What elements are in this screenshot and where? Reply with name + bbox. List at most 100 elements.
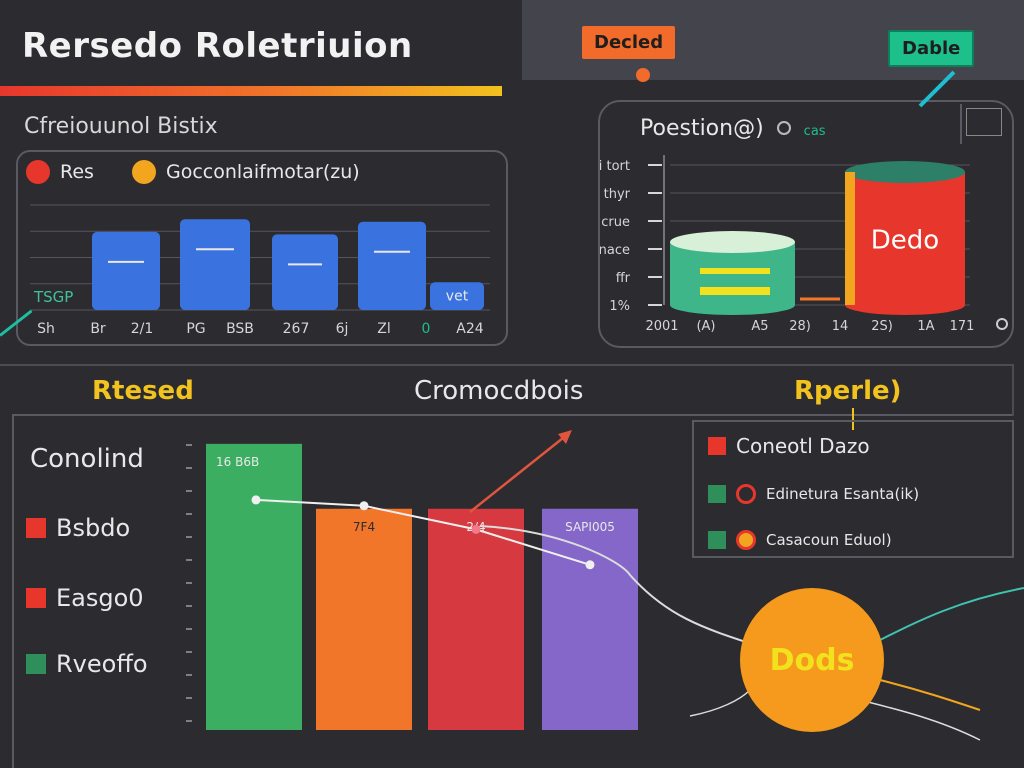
dot-orange-icon xyxy=(132,160,156,184)
right-legend-label: Coneotl Dazo xyxy=(736,434,870,458)
x-tick-label: 0 xyxy=(422,321,431,337)
flow-curves xyxy=(480,525,1024,741)
right-cylinder-chart: i tort thyr crue nace ffr 1% Dedo 2001 (A) A5 28… xyxy=(600,155,975,334)
bottom-frame-line xyxy=(12,414,1014,416)
bar[interactable] xyxy=(542,508,638,730)
trend-point[interactable] xyxy=(359,501,369,511)
cylinder-stripe xyxy=(700,268,770,274)
side-legend-item-2[interactable]: Easgo0 xyxy=(26,584,144,612)
side-legend-label: Rveoffo xyxy=(56,650,148,678)
dable-badge[interactable]: Dable xyxy=(888,30,975,67)
x-tick-label: A5 xyxy=(751,319,768,334)
y-label: crue xyxy=(601,215,630,230)
bottom-frame-left xyxy=(12,414,14,768)
x-tick-label: A24 xyxy=(456,321,483,337)
cylinder-bar[interactable]: Dedo xyxy=(845,161,965,315)
left-chart-panel xyxy=(16,150,508,346)
bar[interactable] xyxy=(272,234,338,310)
y-label: nace xyxy=(600,243,630,258)
cylinder-top xyxy=(670,231,795,253)
right-legend-item-1[interactable]: Coneotl Dazo xyxy=(708,434,870,458)
x-tick-label: BSB xyxy=(226,321,254,337)
dods-node-label: Dods xyxy=(769,642,855,678)
side-legend-item-3[interactable]: Rveoffo xyxy=(26,650,148,678)
cylinder-top xyxy=(845,161,965,183)
orange-ring-icon xyxy=(736,484,756,504)
bar[interactable] xyxy=(92,231,160,310)
x-tick-label: 2/1 xyxy=(131,321,154,337)
x-tick-label: 6j xyxy=(336,321,349,337)
bottom-left-heading: Rtesed xyxy=(92,376,194,406)
right-legend-label: Edinetura Esanta(ik) xyxy=(766,485,920,503)
bar[interactable] xyxy=(358,221,426,310)
x-tick-label: 14 xyxy=(832,319,849,334)
bar-label: SAPI005 xyxy=(565,520,615,534)
side-legend-label: Easgo0 xyxy=(56,584,144,612)
right-panel-title: Poestion@) cas xyxy=(640,116,826,141)
green-square-icon xyxy=(26,654,46,674)
x-tick-label: 2001 xyxy=(645,319,678,334)
bottom-center-heading: Cromocdbois xyxy=(414,376,584,406)
right-panel-title-text: Poestion@) xyxy=(640,116,764,141)
trend-point[interactable] xyxy=(251,495,261,505)
info-circle-icon[interactable] xyxy=(776,121,791,135)
x-tick-label: 28) xyxy=(789,319,811,334)
y-label: ffr xyxy=(616,271,631,286)
dods-node[interactable]: Dods xyxy=(740,588,884,732)
heading-pointer xyxy=(852,408,854,430)
badge-connector-dot xyxy=(636,68,650,82)
page-title: Rersedo Roletriuion xyxy=(22,26,413,66)
panel-subtitle: Cfreiouunol Bistix xyxy=(24,114,218,139)
cylinder-base xyxy=(845,295,965,315)
cylinder-bar[interactable] xyxy=(670,231,795,315)
cylinder-body xyxy=(845,172,965,305)
right-panel-sublabel: cas xyxy=(803,124,826,139)
bar[interactable] xyxy=(206,443,302,730)
y-label: 1% xyxy=(609,299,630,314)
legend-label: Res xyxy=(60,161,94,183)
decled-badge[interactable]: Decled xyxy=(582,26,676,59)
x-tick-label: 171 xyxy=(950,319,975,334)
x-tick-label: Br xyxy=(90,321,106,337)
right-legend-box xyxy=(692,420,1014,558)
legend-label: Gocconlaifmotar(zu) xyxy=(166,161,360,183)
grid-icon[interactable] xyxy=(966,108,1002,136)
panel-divider xyxy=(960,104,962,144)
x-tick-label: Zl xyxy=(377,321,390,337)
side-legend-label: Bsbdo xyxy=(56,514,131,542)
cylinder-stripe xyxy=(700,287,770,295)
side-legend-item-1[interactable]: Bsbdo xyxy=(26,514,130,542)
right-legend-item-3[interactable]: Casacoun Eduol) xyxy=(708,530,892,550)
bar[interactable] xyxy=(430,282,484,310)
bar-label: 7F4 xyxy=(353,520,375,534)
right-chart-panel xyxy=(598,100,1014,348)
y-label: i tort xyxy=(600,159,630,174)
cylinder-label: Dedo xyxy=(871,226,939,256)
y-label: thyr xyxy=(604,187,631,202)
x-tick-label: 1A xyxy=(917,319,934,334)
settings-knob-icon[interactable] xyxy=(996,318,1008,330)
x-tick-label: (A) xyxy=(696,319,715,334)
legend-item-gocc[interactable]: Gocconlaifmotar(zu) xyxy=(132,160,360,184)
side-label: Conolind xyxy=(30,444,144,474)
orange-ring-icon xyxy=(736,530,756,550)
bar[interactable] xyxy=(428,508,524,730)
trend-arrow xyxy=(469,430,572,513)
x-tick-label: Sh xyxy=(37,321,55,337)
right-legend-item-2[interactable]: Edinetura Esanta(ik) xyxy=(708,484,919,504)
legend-item-res[interactable]: Res xyxy=(26,160,94,184)
trend-line xyxy=(255,498,591,566)
trend-point[interactable] xyxy=(471,524,481,534)
right-legend-label: Casacoun Eduol) xyxy=(766,531,892,549)
x-tick-label: 267 xyxy=(283,321,310,337)
bar[interactable] xyxy=(316,508,412,730)
title-accent-bar xyxy=(0,86,502,96)
red-square-icon xyxy=(26,588,46,608)
bottom-frame-right xyxy=(1012,364,1014,416)
green-square-icon xyxy=(708,531,726,549)
bottom-right-heading: Rperle) xyxy=(794,376,902,406)
trend-point[interactable] xyxy=(585,560,595,570)
bar[interactable] xyxy=(180,219,250,310)
overlay-label: TSGP xyxy=(34,288,74,306)
